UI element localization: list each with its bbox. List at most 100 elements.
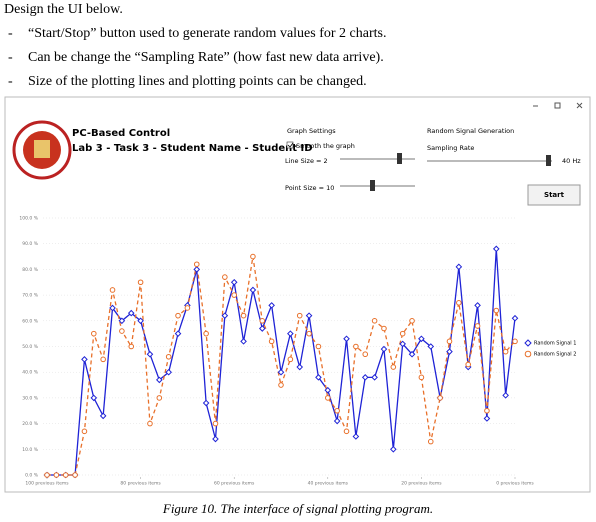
data-point bbox=[147, 420, 153, 427]
data-point bbox=[91, 330, 97, 337]
data-point bbox=[278, 382, 284, 388]
data-point bbox=[268, 338, 275, 345]
data-point bbox=[465, 361, 472, 368]
data-point bbox=[202, 399, 210, 407]
data-point bbox=[343, 428, 350, 435]
checkbox[interactable] bbox=[286, 141, 294, 149]
data-point bbox=[502, 348, 509, 355]
data-point bbox=[456, 300, 462, 306]
data-point bbox=[231, 292, 237, 298]
legend-label: Random Signal 1 bbox=[534, 341, 576, 347]
data-point bbox=[512, 338, 518, 345]
start-button[interactable] bbox=[527, 184, 581, 206]
slider-knob[interactable] bbox=[397, 153, 402, 164]
data-point bbox=[81, 356, 88, 363]
rate-value: 40 Hz bbox=[562, 157, 581, 165]
x-tick-label: 60 previous items bbox=[214, 481, 255, 487]
data-point bbox=[109, 287, 116, 293]
y-tick-label: 40.0 % bbox=[22, 370, 38, 376]
data-point bbox=[409, 318, 415, 324]
slider-knob[interactable] bbox=[546, 155, 551, 166]
legend-marker bbox=[524, 339, 532, 347]
bullet-text: Can be change the “Sampling Rate” (how f… bbox=[28, 50, 384, 65]
data-point bbox=[502, 392, 509, 399]
data-point bbox=[427, 438, 434, 445]
y-tick-label: 20.0 % bbox=[22, 421, 38, 427]
data-point bbox=[53, 472, 60, 478]
data-point bbox=[165, 368, 172, 376]
y-tick-label: 60.0 % bbox=[22, 318, 38, 324]
data-point bbox=[119, 328, 125, 334]
data-point bbox=[128, 343, 135, 350]
data-point bbox=[249, 286, 257, 294]
data-point bbox=[361, 374, 369, 381]
data-point bbox=[334, 407, 340, 414]
data-point bbox=[156, 395, 163, 401]
data-point bbox=[418, 374, 425, 381]
y-tick-label: 10.0 % bbox=[22, 447, 38, 453]
data-point bbox=[362, 351, 369, 358]
data-point bbox=[193, 266, 201, 273]
close[interactable] bbox=[576, 102, 583, 109]
data-point bbox=[287, 356, 294, 363]
data-point bbox=[222, 274, 228, 280]
data-point bbox=[44, 472, 50, 478]
data-point bbox=[437, 395, 443, 401]
section-title: Random Signal Generation bbox=[427, 127, 514, 135]
data-point bbox=[371, 318, 378, 324]
legend-label: Random Signal 2 bbox=[534, 352, 576, 358]
data-point bbox=[333, 417, 341, 425]
data-point bbox=[343, 335, 350, 343]
data-point bbox=[175, 312, 181, 319]
y-tick-label: 30.0 % bbox=[22, 395, 38, 401]
data-point bbox=[259, 318, 266, 324]
data-point bbox=[258, 325, 266, 332]
data-point bbox=[427, 343, 435, 350]
slider-knob[interactable] bbox=[370, 180, 375, 191]
logo bbox=[12, 120, 72, 180]
x-tick-label: 0 previous items bbox=[496, 481, 534, 487]
data-point bbox=[184, 305, 191, 311]
caption: Figure 10. The interface of signal plott… bbox=[162, 501, 433, 516]
data-point bbox=[446, 338, 453, 345]
series-line bbox=[47, 256, 516, 476]
data-point bbox=[306, 330, 312, 337]
data-point bbox=[399, 330, 406, 337]
data-point bbox=[174, 330, 182, 337]
data-point bbox=[493, 307, 500, 314]
window-controls bbox=[533, 102, 583, 109]
slider-label: Point Size = 10 bbox=[285, 184, 334, 192]
bullet-text: Size of the plotting lines and plotting … bbox=[28, 74, 367, 89]
maximize[interactable] bbox=[554, 102, 561, 109]
data-point bbox=[72, 472, 78, 478]
y-tick-label: 90.0 % bbox=[22, 241, 38, 247]
data-point bbox=[99, 412, 107, 420]
data-point bbox=[212, 435, 219, 443]
heading: Design the UI below. bbox=[4, 2, 123, 17]
data-point bbox=[399, 340, 406, 348]
data-point bbox=[277, 368, 285, 376]
data-point bbox=[156, 376, 163, 384]
data-point bbox=[62, 472, 69, 478]
data-point bbox=[296, 363, 304, 371]
data-point bbox=[90, 394, 98, 402]
data-point bbox=[100, 356, 106, 363]
data-point bbox=[408, 350, 416, 358]
data-point bbox=[418, 335, 425, 343]
data-point bbox=[81, 428, 88, 435]
data-point bbox=[353, 343, 359, 350]
data-point bbox=[296, 312, 303, 319]
data-point bbox=[146, 350, 154, 358]
data-point bbox=[484, 407, 490, 414]
y-tick-label: 100.0 % bbox=[19, 216, 38, 222]
data-point bbox=[118, 317, 126, 325]
data-point bbox=[371, 374, 378, 381]
checkmark bbox=[287, 142, 294, 148]
data-point bbox=[492, 245, 500, 253]
x-tick-label: 100 previous items bbox=[25, 481, 69, 487]
data-point bbox=[315, 374, 322, 381]
slider-label: Line Size = 2 bbox=[285, 157, 328, 165]
y-tick-label: 50.0 % bbox=[22, 344, 38, 350]
x-tick-label: 80 previous items bbox=[120, 481, 161, 487]
